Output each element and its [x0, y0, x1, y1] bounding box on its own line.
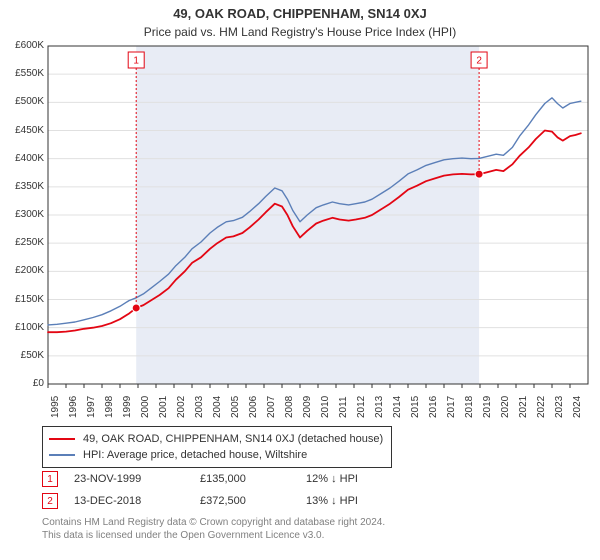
x-axis-label: 2000	[141, 396, 151, 418]
x-axis-label: 2008	[285, 396, 295, 418]
x-axis-label: 2005	[231, 396, 241, 418]
x-axis-label: 1995	[51, 396, 61, 418]
x-axis-label: 2003	[195, 396, 205, 418]
x-axis-label: 1996	[69, 396, 79, 418]
x-axis-label: 2023	[555, 396, 565, 418]
x-axis-label: 2016	[429, 396, 439, 418]
x-axis-label: 2011	[339, 396, 349, 418]
footer-line-1: Contains HM Land Registry data © Crown c…	[42, 516, 385, 529]
y-axis-label: £250K	[0, 238, 44, 248]
y-axis-label: £550K	[0, 69, 44, 79]
y-axis-label: £400K	[0, 154, 44, 164]
chart-area: 12 £0£50K£100K£150K£200K£250K£300K£350K£…	[0, 42, 600, 420]
event-row: 1 23-NOV-1999 £135,000 12% ↓ HPI	[42, 468, 396, 490]
x-axis-label: 2012	[357, 396, 367, 418]
x-axis-label: 2022	[537, 396, 547, 418]
svg-text:2: 2	[476, 56, 482, 67]
event-diff: 13% ↓ HPI	[306, 495, 396, 507]
x-axis-label: 1997	[87, 396, 97, 418]
x-axis-label: 2004	[213, 396, 223, 418]
y-axis-label: £300K	[0, 210, 44, 220]
x-axis-label: 2014	[393, 396, 403, 418]
x-axis-label: 2021	[519, 396, 529, 418]
x-axis-label: 2006	[249, 396, 259, 418]
event-row: 2 13-DEC-2018 £372,500 13% ↓ HPI	[42, 490, 396, 512]
event-price: £135,000	[200, 473, 290, 485]
x-axis-label: 2001	[159, 396, 169, 418]
chart-title: 49, OAK ROAD, CHIPPENHAM, SN14 0XJ	[0, 0, 600, 21]
x-axis-label: 2002	[177, 396, 187, 418]
footer-attribution: Contains HM Land Registry data © Crown c…	[42, 516, 385, 542]
event-marker: 2	[42, 493, 58, 509]
x-axis-label: 2007	[267, 396, 277, 418]
y-axis-label: £150K	[0, 295, 44, 305]
legend-label: HPI: Average price, detached house, Wilt…	[83, 449, 307, 461]
x-axis-label: 1999	[123, 396, 133, 418]
y-axis-label: £200K	[0, 266, 44, 276]
y-axis-label: £450K	[0, 126, 44, 136]
x-axis-label: 2013	[375, 396, 385, 418]
x-axis-label: 2024	[573, 396, 583, 418]
x-axis-label: 2009	[303, 396, 313, 418]
event-date: 23-NOV-1999	[74, 473, 184, 485]
y-axis-label: £600K	[0, 41, 44, 51]
x-axis-label: 2019	[483, 396, 493, 418]
y-axis-label: £350K	[0, 182, 44, 192]
x-axis-label: 2010	[321, 396, 331, 418]
event-list: 1 23-NOV-1999 £135,000 12% ↓ HPI 2 13-DEC-201…	[42, 468, 396, 512]
x-axis-label: 2020	[501, 396, 511, 418]
y-axis-label: £500K	[0, 97, 44, 107]
legend-row: 49, OAK ROAD, CHIPPENHAM, SN14 0XJ (deta…	[49, 431, 383, 447]
x-axis-label: 2018	[465, 396, 475, 418]
legend: 49, OAK ROAD, CHIPPENHAM, SN14 0XJ (deta…	[42, 426, 392, 468]
event-diff: 12% ↓ HPI	[306, 473, 396, 485]
footer-line-2: This data is licensed under the Open Gov…	[42, 529, 385, 542]
x-axis-label: 2017	[447, 396, 457, 418]
chart-container: 49, OAK ROAD, CHIPPENHAM, SN14 0XJ Price…	[0, 0, 600, 560]
y-axis-label: £0	[0, 379, 44, 389]
svg-text:1: 1	[133, 56, 139, 67]
y-axis-label: £50K	[0, 351, 44, 361]
legend-label: 49, OAK ROAD, CHIPPENHAM, SN14 0XJ (deta…	[83, 433, 383, 445]
y-axis-label: £100K	[0, 323, 44, 333]
event-date: 13-DEC-2018	[74, 495, 184, 507]
legend-swatch	[49, 454, 75, 456]
event-marker: 1	[42, 471, 58, 487]
legend-row: HPI: Average price, detached house, Wilt…	[49, 447, 383, 463]
x-axis-label: 1998	[105, 396, 115, 418]
x-axis-label: 2015	[411, 396, 421, 418]
event-price: £372,500	[200, 495, 290, 507]
chart-subtitle: Price paid vs. HM Land Registry's House …	[0, 21, 600, 39]
legend-swatch	[49, 438, 75, 440]
chart-svg: 12	[0, 42, 600, 420]
